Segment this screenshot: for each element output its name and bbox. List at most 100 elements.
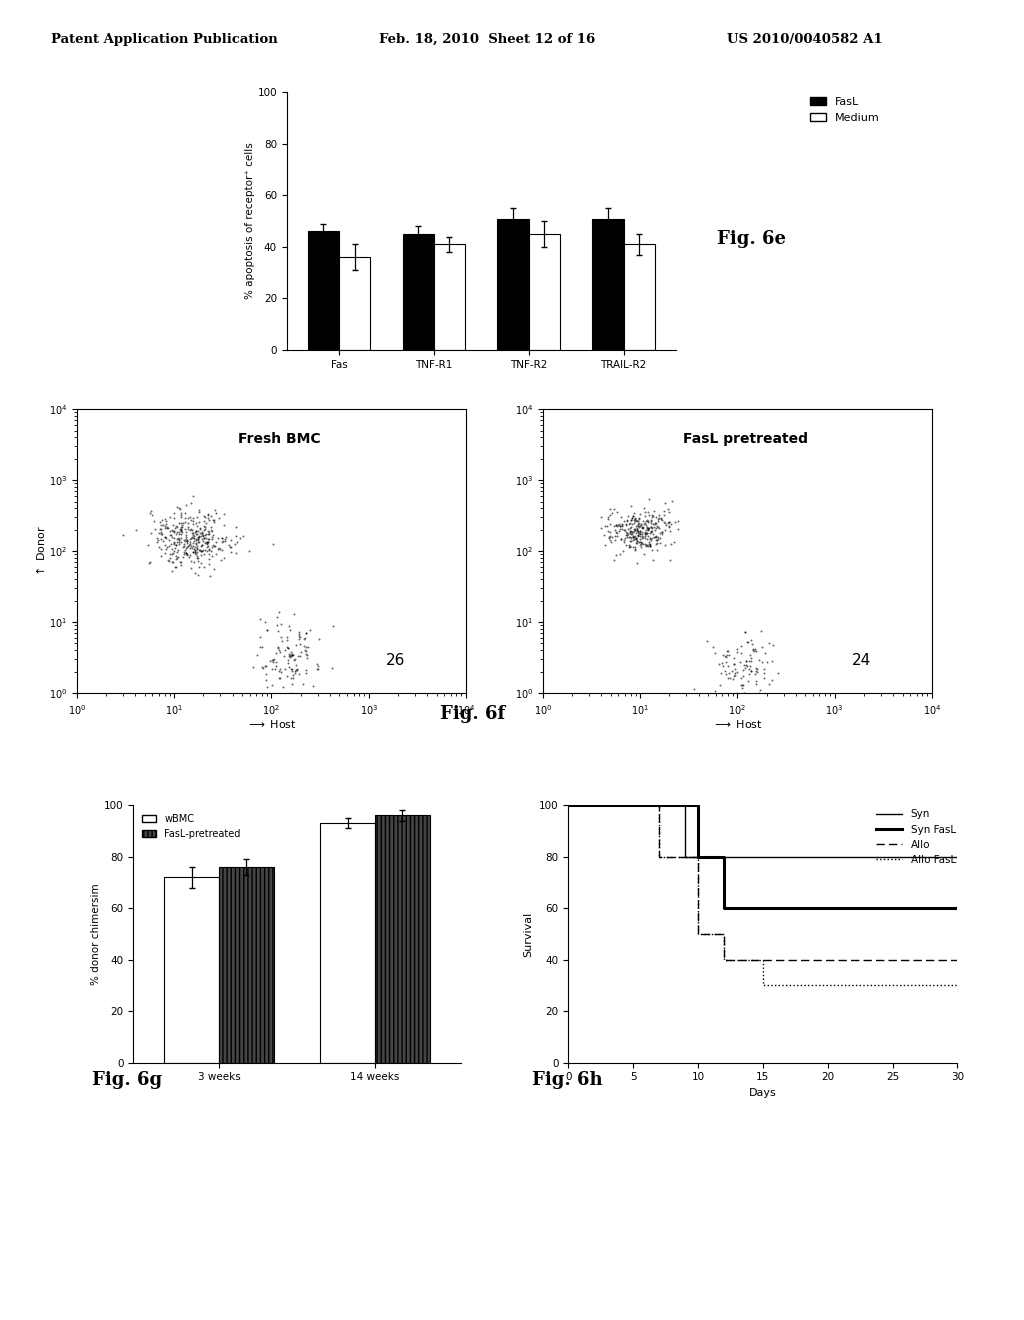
Point xyxy=(213,539,229,560)
Point xyxy=(183,510,200,531)
Point xyxy=(173,506,189,527)
Point xyxy=(754,636,770,657)
Text: Fig. 6g: Fig. 6g xyxy=(92,1071,162,1089)
Point xyxy=(756,659,772,680)
Point xyxy=(280,626,296,647)
Point xyxy=(649,533,666,554)
Point xyxy=(630,524,646,545)
Point xyxy=(617,535,634,556)
Syn xyxy=(679,849,691,865)
Point xyxy=(650,527,667,548)
Point xyxy=(188,512,205,533)
Point xyxy=(631,512,647,533)
Text: Fig. 6e: Fig. 6e xyxy=(717,230,785,248)
Point xyxy=(609,502,626,523)
Point xyxy=(623,537,639,558)
Point xyxy=(600,508,616,529)
Point xyxy=(765,635,781,656)
Point xyxy=(643,512,659,533)
Point xyxy=(178,536,195,557)
Point xyxy=(650,508,667,529)
Point xyxy=(285,644,301,665)
Point xyxy=(632,516,648,537)
Bar xyxy=(339,257,371,350)
Point xyxy=(162,506,178,527)
Point xyxy=(625,506,641,527)
Point xyxy=(718,645,734,667)
Point xyxy=(200,507,216,528)
Point xyxy=(197,511,213,532)
Point xyxy=(172,520,188,541)
Point xyxy=(631,531,647,552)
Point xyxy=(196,506,212,527)
Point xyxy=(201,504,217,525)
Point xyxy=(191,523,208,544)
Point xyxy=(660,516,677,537)
Point xyxy=(203,519,219,540)
Point xyxy=(188,543,205,564)
Point xyxy=(281,645,297,667)
Point xyxy=(600,520,616,541)
Point xyxy=(169,527,185,548)
Point xyxy=(174,516,190,537)
Point xyxy=(624,510,640,531)
Allo FasL xyxy=(951,977,964,993)
Point xyxy=(206,536,222,557)
Point xyxy=(629,532,645,553)
Point xyxy=(748,657,764,678)
Point xyxy=(187,528,204,549)
Point xyxy=(646,513,663,535)
Point xyxy=(159,536,175,557)
Bar xyxy=(321,824,375,1063)
Point xyxy=(628,528,644,549)
Point xyxy=(740,671,757,692)
Point xyxy=(593,507,609,528)
Point xyxy=(602,504,618,525)
Point xyxy=(748,640,764,661)
Point xyxy=(640,519,656,540)
Point xyxy=(176,511,193,532)
Point xyxy=(736,655,753,676)
Point xyxy=(152,512,168,533)
Point xyxy=(184,536,201,557)
Allo xyxy=(653,849,666,865)
Point xyxy=(171,528,187,549)
Point xyxy=(200,524,216,545)
Point xyxy=(621,535,637,556)
Point xyxy=(634,517,650,539)
Point xyxy=(298,622,314,643)
Point xyxy=(648,529,665,550)
Point xyxy=(651,532,668,553)
Point xyxy=(197,516,213,537)
Point xyxy=(618,521,635,543)
Point xyxy=(177,503,194,524)
Point xyxy=(612,543,629,564)
Point xyxy=(168,535,184,556)
Point xyxy=(645,523,662,544)
Point xyxy=(647,533,664,554)
Allo FasL xyxy=(757,977,769,993)
Point xyxy=(599,507,615,528)
Point xyxy=(178,537,195,558)
Point xyxy=(629,517,645,539)
Point xyxy=(187,540,204,561)
Point xyxy=(623,527,639,548)
Point xyxy=(655,511,672,532)
Point xyxy=(171,532,187,553)
Point xyxy=(310,659,327,680)
Point xyxy=(187,533,204,554)
Point xyxy=(608,525,625,546)
Point xyxy=(631,508,647,529)
Point xyxy=(648,516,665,537)
Point xyxy=(190,502,207,523)
Point xyxy=(633,513,649,535)
Point xyxy=(153,515,169,536)
Point xyxy=(182,529,199,550)
Point xyxy=(215,504,231,525)
Point xyxy=(151,523,167,544)
Point xyxy=(640,535,656,556)
Point xyxy=(291,623,307,644)
Point xyxy=(280,652,296,673)
Point xyxy=(656,492,673,513)
Point xyxy=(719,644,735,665)
